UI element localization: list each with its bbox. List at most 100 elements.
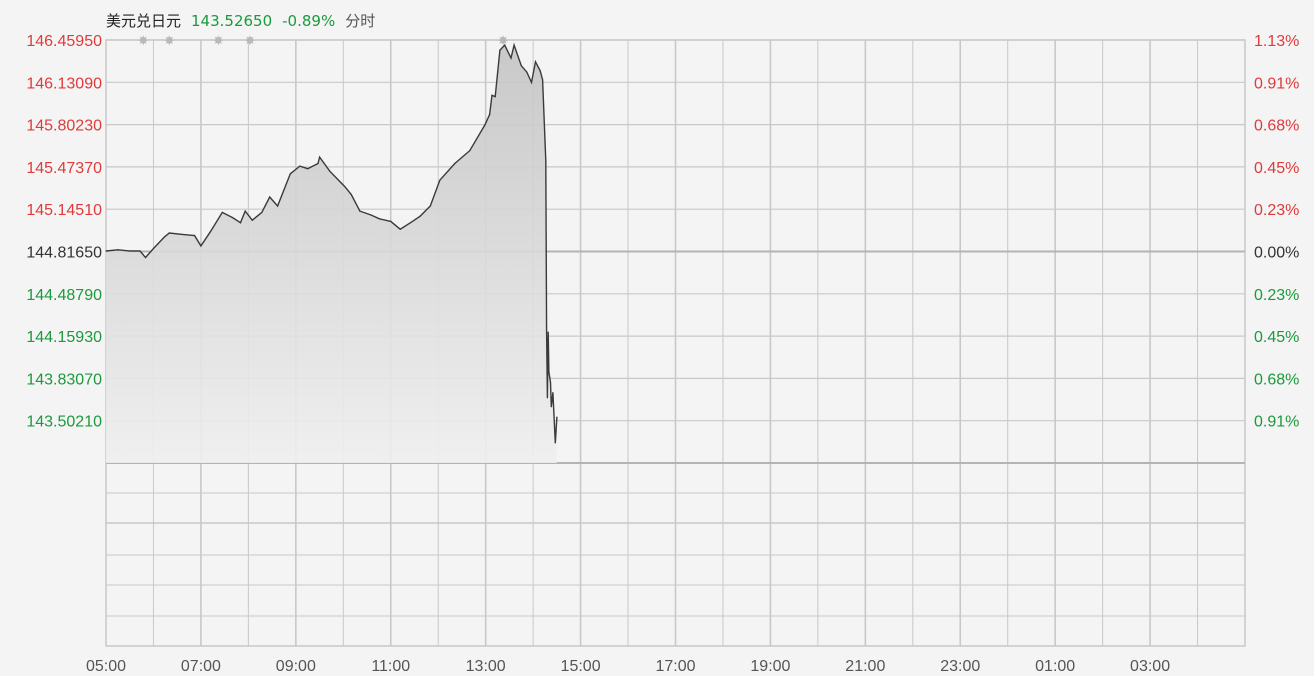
- x-tick-label: 17:00: [655, 658, 695, 675]
- left-tick-label: 145.80230: [26, 118, 102, 135]
- price-point: [552, 392, 554, 394]
- last-price: 143.52650: [191, 12, 273, 30]
- price-point: [530, 81, 533, 84]
- price-point: [549, 381, 552, 383]
- price-point: [526, 71, 528, 73]
- star-icon: ✸: [245, 33, 256, 48]
- price-point: [409, 222, 412, 224]
- x-tick-label: 05:00: [86, 658, 126, 675]
- price-point: [289, 173, 291, 175]
- price-point: [105, 250, 107, 252]
- price-point: [231, 216, 234, 219]
- price-point: [513, 44, 515, 46]
- price-point: [117, 249, 119, 251]
- price-point: [350, 193, 352, 196]
- price-point: [439, 179, 441, 181]
- right-tick-label: 0.23%: [1254, 287, 1299, 304]
- price-point: [545, 160, 547, 162]
- price-point: [344, 186, 346, 188]
- star-icon: ✸: [213, 33, 224, 48]
- price-point: [556, 416, 558, 418]
- price-point: [489, 113, 491, 116]
- x-tick-label: 11:00: [371, 658, 410, 675]
- price-point: [168, 232, 170, 234]
- left-tick-label: 145.14510: [26, 202, 102, 219]
- price-point: [520, 65, 522, 67]
- chart-header: 美元兑日元 143.52650 -0.89% 分时: [106, 10, 385, 31]
- x-tick-label: 01:00: [1035, 658, 1075, 675]
- x-tick-label: 21:00: [845, 658, 885, 675]
- event-marker-icon: ✸: [138, 33, 149, 48]
- price-point: [484, 124, 486, 126]
- price-point: [469, 150, 471, 152]
- price-point: [491, 94, 493, 96]
- price-point: [163, 236, 166, 238]
- event-marker-icon: ✸: [213, 33, 224, 48]
- chart-mode-label[interactable]: 分时: [345, 12, 376, 30]
- left-tick-label: 144.48790: [26, 287, 102, 304]
- star-icon: ✸: [498, 33, 509, 48]
- price-point: [239, 222, 242, 224]
- right-tick-label: 0.00%: [1254, 245, 1299, 262]
- price-point: [419, 215, 421, 217]
- x-tick-label: 19:00: [750, 658, 790, 675]
- x-tick-label: 03:00: [1130, 658, 1170, 675]
- price-point: [129, 250, 131, 252]
- event-marker-icon: ✸: [498, 33, 509, 48]
- price-point: [269, 196, 271, 198]
- price-point: [494, 95, 496, 98]
- price-point: [499, 49, 501, 51]
- price-point: [545, 331, 548, 333]
- right-tick-label: 0.68%: [1254, 371, 1299, 388]
- right-tick-label: 0.45%: [1254, 329, 1299, 346]
- event-marker-icon: ✸: [245, 33, 256, 48]
- right-tick-label: 1.13%: [1254, 33, 1299, 50]
- right-tick-label: 0.45%: [1254, 160, 1299, 177]
- price-point: [277, 205, 279, 207]
- change-percent: -0.89%: [282, 12, 336, 30]
- price-point: [379, 218, 381, 220]
- left-tick-label: 146.13090: [26, 75, 102, 92]
- price-point: [554, 442, 556, 444]
- price-area-fill: [106, 45, 557, 463]
- price-point: [546, 397, 548, 399]
- x-tick-label: 09:00: [276, 658, 316, 675]
- price-point: [548, 371, 550, 373]
- price-point: [399, 228, 401, 230]
- price-point: [307, 168, 309, 170]
- price-point: [152, 247, 155, 250]
- price-point: [329, 170, 331, 172]
- x-tick-label: 23:00: [940, 658, 980, 675]
- price-point: [193, 235, 196, 237]
- price-point: [261, 211, 263, 214]
- price-point: [429, 205, 431, 207]
- left-tick-label: 144.81650: [26, 245, 102, 262]
- left-tick-label: 143.50210: [26, 414, 102, 431]
- price-point: [251, 219, 253, 221]
- price-point: [144, 256, 147, 259]
- price-point: [299, 165, 301, 167]
- price-point: [318, 156, 321, 158]
- x-tick-label: 13:00: [466, 658, 506, 675]
- price-point: [390, 220, 392, 223]
- price-point: [200, 245, 202, 247]
- star-icon: ✸: [138, 33, 149, 48]
- price-point: [209, 231, 212, 233]
- right-tick-label: 0.91%: [1254, 414, 1299, 431]
- right-tick-label: 0.23%: [1254, 202, 1299, 219]
- price-point: [221, 211, 223, 214]
- price-point: [547, 331, 549, 333]
- event-marker-icon: ✸: [164, 33, 175, 48]
- right-tick-label: 0.68%: [1254, 118, 1299, 135]
- price-point: [539, 70, 541, 72]
- price-point: [454, 162, 456, 165]
- price-point: [542, 79, 544, 81]
- price-point: [534, 61, 537, 63]
- left-tick-label: 145.47370: [26, 160, 102, 177]
- price-point: [550, 406, 552, 408]
- right-tick-label: 0.91%: [1254, 75, 1299, 92]
- price-point: [370, 214, 372, 216]
- price-point: [504, 44, 506, 46]
- star-icon: ✸: [164, 33, 175, 48]
